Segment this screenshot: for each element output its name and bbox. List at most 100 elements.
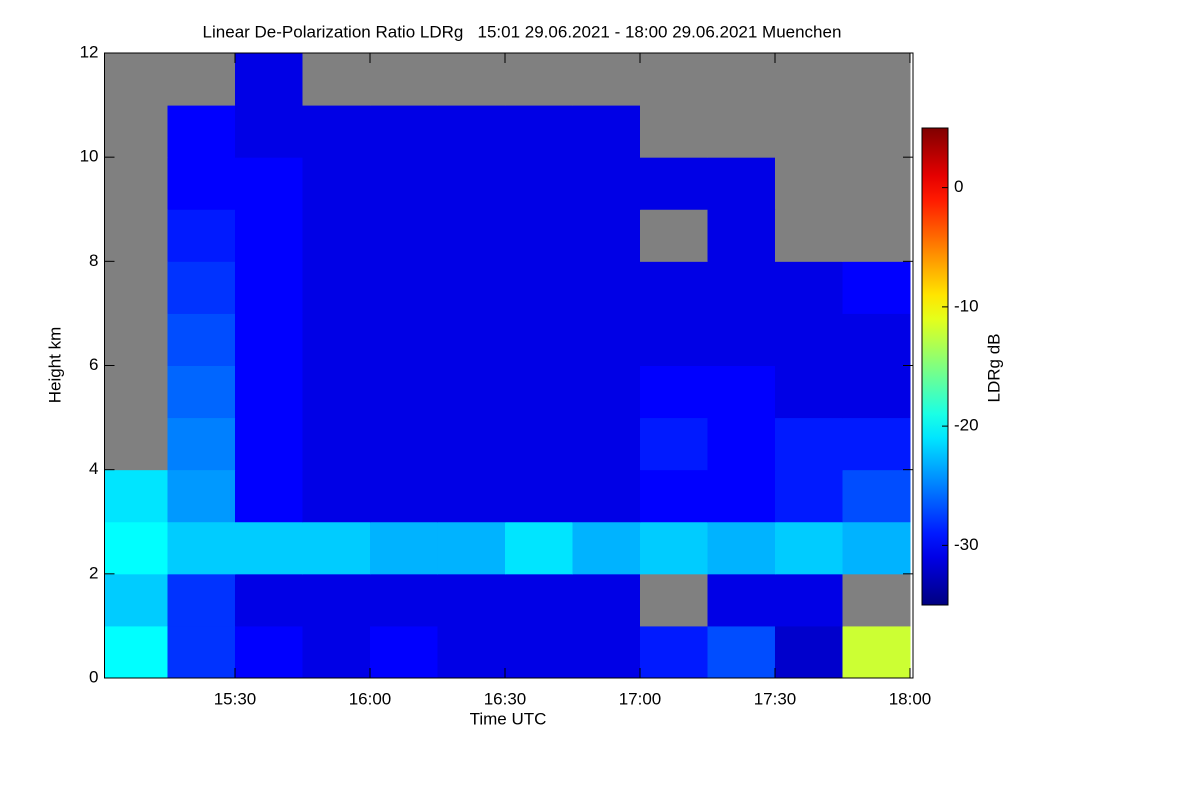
missing-cell xyxy=(774,105,843,158)
heatmap-cell xyxy=(234,417,303,471)
heatmap-cell xyxy=(774,573,843,627)
heatmap-cell xyxy=(842,365,911,419)
missing-cell xyxy=(104,157,168,210)
x-tick-label: 16:30 xyxy=(484,689,527,708)
heatmap-cell xyxy=(774,417,843,471)
heatmap-cell xyxy=(234,469,303,523)
heatmap-cell xyxy=(707,521,776,575)
heatmap-cell xyxy=(302,625,371,679)
missing-cell xyxy=(842,573,911,627)
missing-cell xyxy=(302,53,371,106)
heatmap-cell xyxy=(572,157,641,210)
missing-cell xyxy=(842,157,911,210)
missing-cell xyxy=(104,53,168,106)
heatmap-cell xyxy=(167,157,236,210)
heatmap-cell xyxy=(504,521,573,575)
heatmap-cell xyxy=(437,157,506,210)
heatmap-cell xyxy=(504,417,573,471)
heatmap-cell xyxy=(369,521,438,575)
heatmap-cell xyxy=(369,573,438,627)
x-tick-label: 17:30 xyxy=(754,689,797,708)
heatmap-cell xyxy=(437,417,506,471)
heatmap-cell xyxy=(104,521,168,575)
heatmap-cell xyxy=(572,365,641,419)
heatmap-cell xyxy=(167,209,236,262)
heatmap-cell xyxy=(504,625,573,679)
y-axis-label: Height km xyxy=(45,327,64,404)
heatmap-cell xyxy=(774,521,843,575)
heatmap-cell xyxy=(104,469,168,523)
y-tick-label: 10 xyxy=(80,147,99,166)
heatmap-cell xyxy=(104,573,168,627)
heatmap-cell xyxy=(639,417,708,471)
missing-cell xyxy=(774,157,843,210)
heatmap-cell xyxy=(707,157,776,210)
heatmap-cell xyxy=(572,417,641,471)
missing-cell xyxy=(104,261,168,314)
missing-cell xyxy=(707,53,776,106)
heatmap-cell xyxy=(437,469,506,523)
heatmap-cell xyxy=(369,157,438,210)
heatmap-cell xyxy=(774,365,843,419)
heatmap-cell xyxy=(572,521,641,575)
heatmap-cell xyxy=(369,365,438,419)
heatmap-cell xyxy=(167,365,236,419)
heatmap-cell xyxy=(302,105,371,158)
heatmap-cell xyxy=(302,209,371,262)
heatmap-cell xyxy=(572,469,641,523)
heatmap-cell xyxy=(504,209,573,262)
x-tick-label: 18:00 xyxy=(889,689,932,708)
chart-title: Linear De-Polarization Ratio LDRg 15:01 … xyxy=(203,22,842,41)
heatmap-cell xyxy=(437,521,506,575)
heatmap-cell xyxy=(167,469,236,523)
colorbar-tick-label: -20 xyxy=(954,416,979,435)
heatmap-cell xyxy=(437,573,506,627)
heatmap-cell xyxy=(504,469,573,523)
heatmap-cell xyxy=(302,313,371,366)
heatmap-cell xyxy=(167,261,236,314)
y-tick-label: 0 xyxy=(89,667,98,686)
heatmap-cell xyxy=(639,313,708,366)
heatmap-cell xyxy=(234,157,303,210)
heatmap-cell xyxy=(104,625,168,679)
heatmap-cell xyxy=(707,365,776,419)
heatmap-cell xyxy=(774,261,843,314)
heatmap-cell xyxy=(234,261,303,314)
missing-cell xyxy=(842,209,911,262)
missing-cell xyxy=(639,53,708,106)
missing-cell xyxy=(707,105,776,158)
heatmap-cell xyxy=(707,261,776,314)
x-tick-label: 16:00 xyxy=(349,689,392,708)
heatmap-cell xyxy=(369,261,438,314)
missing-cell xyxy=(437,53,506,106)
heatmap-cell xyxy=(774,313,843,366)
missing-cell xyxy=(104,365,168,419)
missing-cell xyxy=(104,209,168,262)
heatmap-cell xyxy=(234,53,303,106)
heatmap-cell xyxy=(167,105,236,158)
colorbar xyxy=(921,127,949,606)
heatmap-cell xyxy=(437,365,506,419)
colorbar-tick-label: -10 xyxy=(954,296,979,315)
heatmap-cell xyxy=(842,521,911,575)
missing-cell xyxy=(842,105,911,158)
heatmap-cell xyxy=(639,521,708,575)
heatmap-cell xyxy=(639,157,708,210)
heatmap-cell xyxy=(842,313,911,366)
heatmap-cell xyxy=(234,209,303,262)
heatmap-cell xyxy=(234,313,303,366)
heatmap-cell xyxy=(302,365,371,419)
heatmap-cell xyxy=(707,209,776,262)
heatmap-cell xyxy=(369,469,438,523)
heatmap-cell xyxy=(504,157,573,210)
heatmap-cell xyxy=(437,261,506,314)
heatmap-cell xyxy=(369,105,438,158)
heatmap-cell xyxy=(774,469,843,523)
missing-cell xyxy=(842,53,911,106)
heatmap-cell xyxy=(234,365,303,419)
heatmap-cell xyxy=(302,469,371,523)
heatmap-cell xyxy=(369,625,438,679)
y-tick-label: 2 xyxy=(89,563,98,582)
heatmap-cell xyxy=(302,521,371,575)
